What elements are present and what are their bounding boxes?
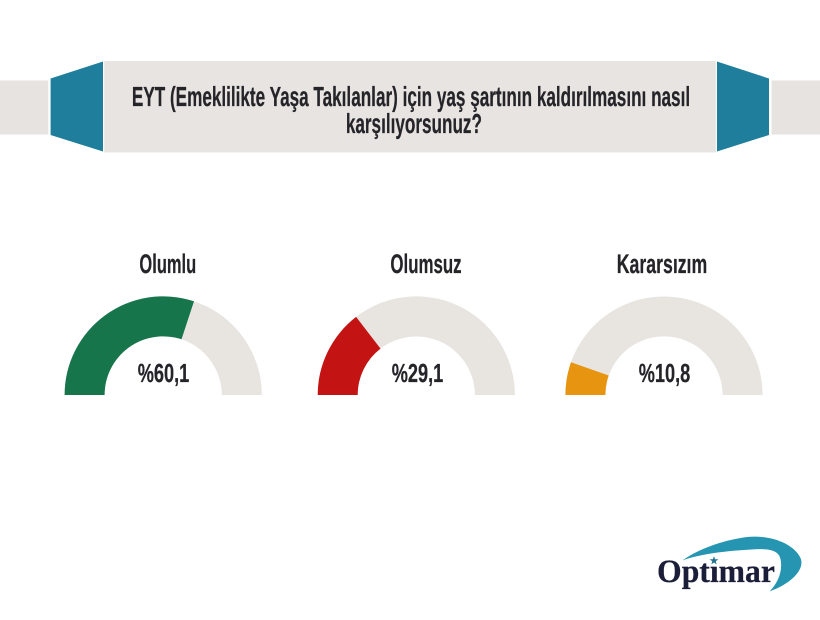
- svg-text:%60,1: %60,1: [138, 359, 190, 388]
- svg-text:karşılıyorsunuz?: karşılıyorsunuz?: [346, 108, 482, 139]
- svg-text:Olumlu: Olumlu: [139, 249, 196, 279]
- svg-text:%29,1: %29,1: [392, 359, 444, 388]
- svg-text:EYT (Emeklilikte Yaşa Takılanl: EYT (Emeklilikte Yaşa Takılanlar) için y…: [132, 81, 690, 112]
- svg-text:%10,8: %10,8: [639, 359, 691, 388]
- svg-text:Kararsızım: Kararsızım: [617, 248, 707, 279]
- svg-text:Optımar: Optımar: [657, 552, 775, 589]
- svg-text:Olumsuz: Olumsuz: [390, 249, 461, 279]
